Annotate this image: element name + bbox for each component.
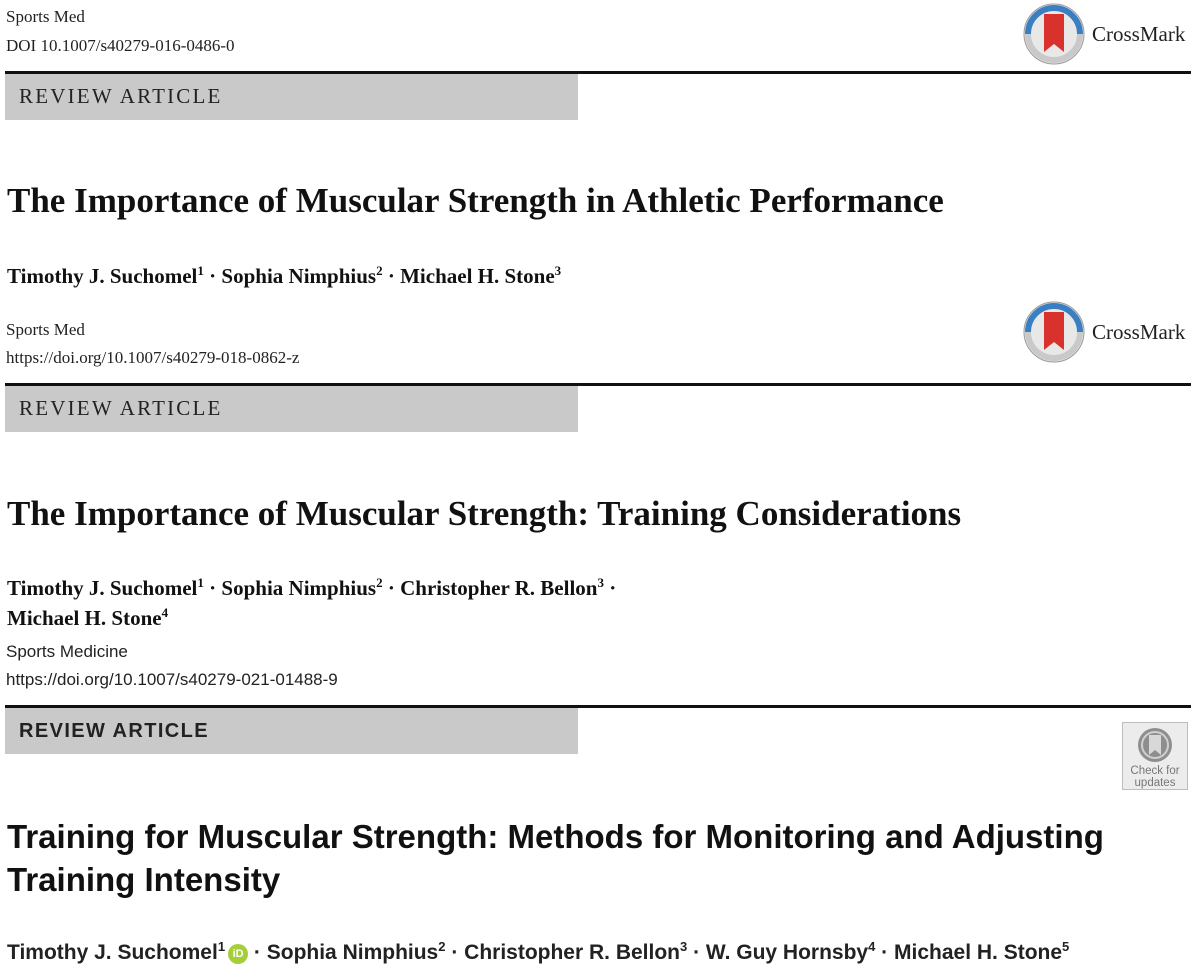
crossmark-icon [1023,301,1085,363]
article-title: Training for Muscular Strength: Methods … [7,815,1104,901]
check-for-updates-badge[interactable]: Check for updates [1122,722,1188,790]
doi-link[interactable]: https://doi.org/10.1007/s40279-021-01488… [6,670,338,689]
affiliation-number: 3 [680,939,688,954]
author-separator: · [603,576,617,600]
article-title: The Importance of Muscular Strength: Tra… [7,494,962,533]
author-name[interactable]: Timothy J. Suchomel [7,576,198,600]
updates-label: updates [1134,777,1176,789]
title-line: Training Intensity [7,861,281,898]
affiliation-number: 3 [554,263,562,278]
author-separator: · [687,941,706,964]
author-separator: · [382,264,401,288]
author-name[interactable]: Christopher R. Bellon [464,941,681,964]
section-label: REVIEW ARTICLE [19,84,223,108]
affiliation-number: 4 [161,605,169,620]
author-name[interactable]: Christopher R. Bellon [400,576,598,600]
affiliation-number: 2 [376,263,383,278]
author-name[interactable]: Sophia Nimphius [221,264,377,288]
section-label: REVIEW ARTICLE [19,396,223,420]
affiliation-number: 3 [597,575,604,590]
author-separator: · [248,941,267,964]
author-name[interactable]: W. Guy Hornsby [705,941,869,964]
author-list: Timothy J. Suchomel1 iD · Sophia Nimphius… [7,939,1070,965]
bookmark-icon [1138,728,1172,762]
author-name[interactable]: Timothy J. Suchomel [7,941,218,964]
author-name[interactable]: Michael H. Stone [7,606,162,630]
crossmark-badge[interactable]: CrossMark [1020,300,1185,364]
author-separator: · [382,576,401,600]
author-list: Timothy J. Suchomel1 · Sophia Nimphius2 … [7,576,616,601]
check-for-label: Check for [1130,765,1180,777]
section-banner: REVIEW ARTICLE [5,708,578,754]
section-banner: REVIEW ARTICLE [5,386,578,432]
doi-link[interactable]: https://doi.org/10.1007/s40279-018-0862-… [6,348,300,367]
crossmark-label: CrossMark [1092,319,1186,344]
author-separator: · [875,941,895,964]
affiliation-number: 1 [217,939,226,954]
affiliation-number: 1 [197,575,204,590]
author-list: Timothy J. Suchomel1 · Sophia Nimphius2 … [7,264,561,289]
author-name[interactable]: Michael H. Stone [894,941,1063,964]
crossmark-label: CrossMark [1092,21,1186,46]
author-name[interactable]: Michael H. Stone [400,264,555,288]
crossmark-icon [1023,3,1085,65]
author-separator: · [203,576,222,600]
header-rule [5,705,1191,708]
author-list-continued: Michael H. Stone4 [7,606,168,631]
header-rule [5,71,1191,74]
author-name[interactable]: Sophia Nimphius [266,941,439,964]
journal-name: Sports Med [6,7,85,26]
title-line: Training for Muscular Strength: Methods … [7,818,1104,855]
section-label: REVIEW ARTICLE [19,720,209,742]
article-title: The Importance of Muscular Strength in A… [7,181,944,220]
author-separator: · [445,941,465,964]
doi-link[interactable]: DOI 10.1007/s40279-016-0486-0 [6,36,235,55]
orcid-icon[interactable]: iD [228,944,249,964]
header-rule [5,383,1191,386]
journal-name: Sports Medicine [6,642,128,661]
author-name[interactable]: Sophia Nimphius [221,576,377,600]
affiliation-number: 1 [197,263,204,278]
author-name[interactable]: Timothy J. Suchomel [7,264,198,288]
crossmark-badge[interactable]: CrossMark [1020,2,1185,66]
affiliation-number: 4 [868,939,876,954]
affiliation-number: 5 [1062,939,1070,954]
journal-name: Sports Med [6,320,85,339]
section-banner: REVIEW ARTICLE [5,74,578,120]
affiliation-number: 2 [438,939,446,954]
author-separator: · [203,264,222,288]
affiliation-number: 2 [376,575,383,590]
